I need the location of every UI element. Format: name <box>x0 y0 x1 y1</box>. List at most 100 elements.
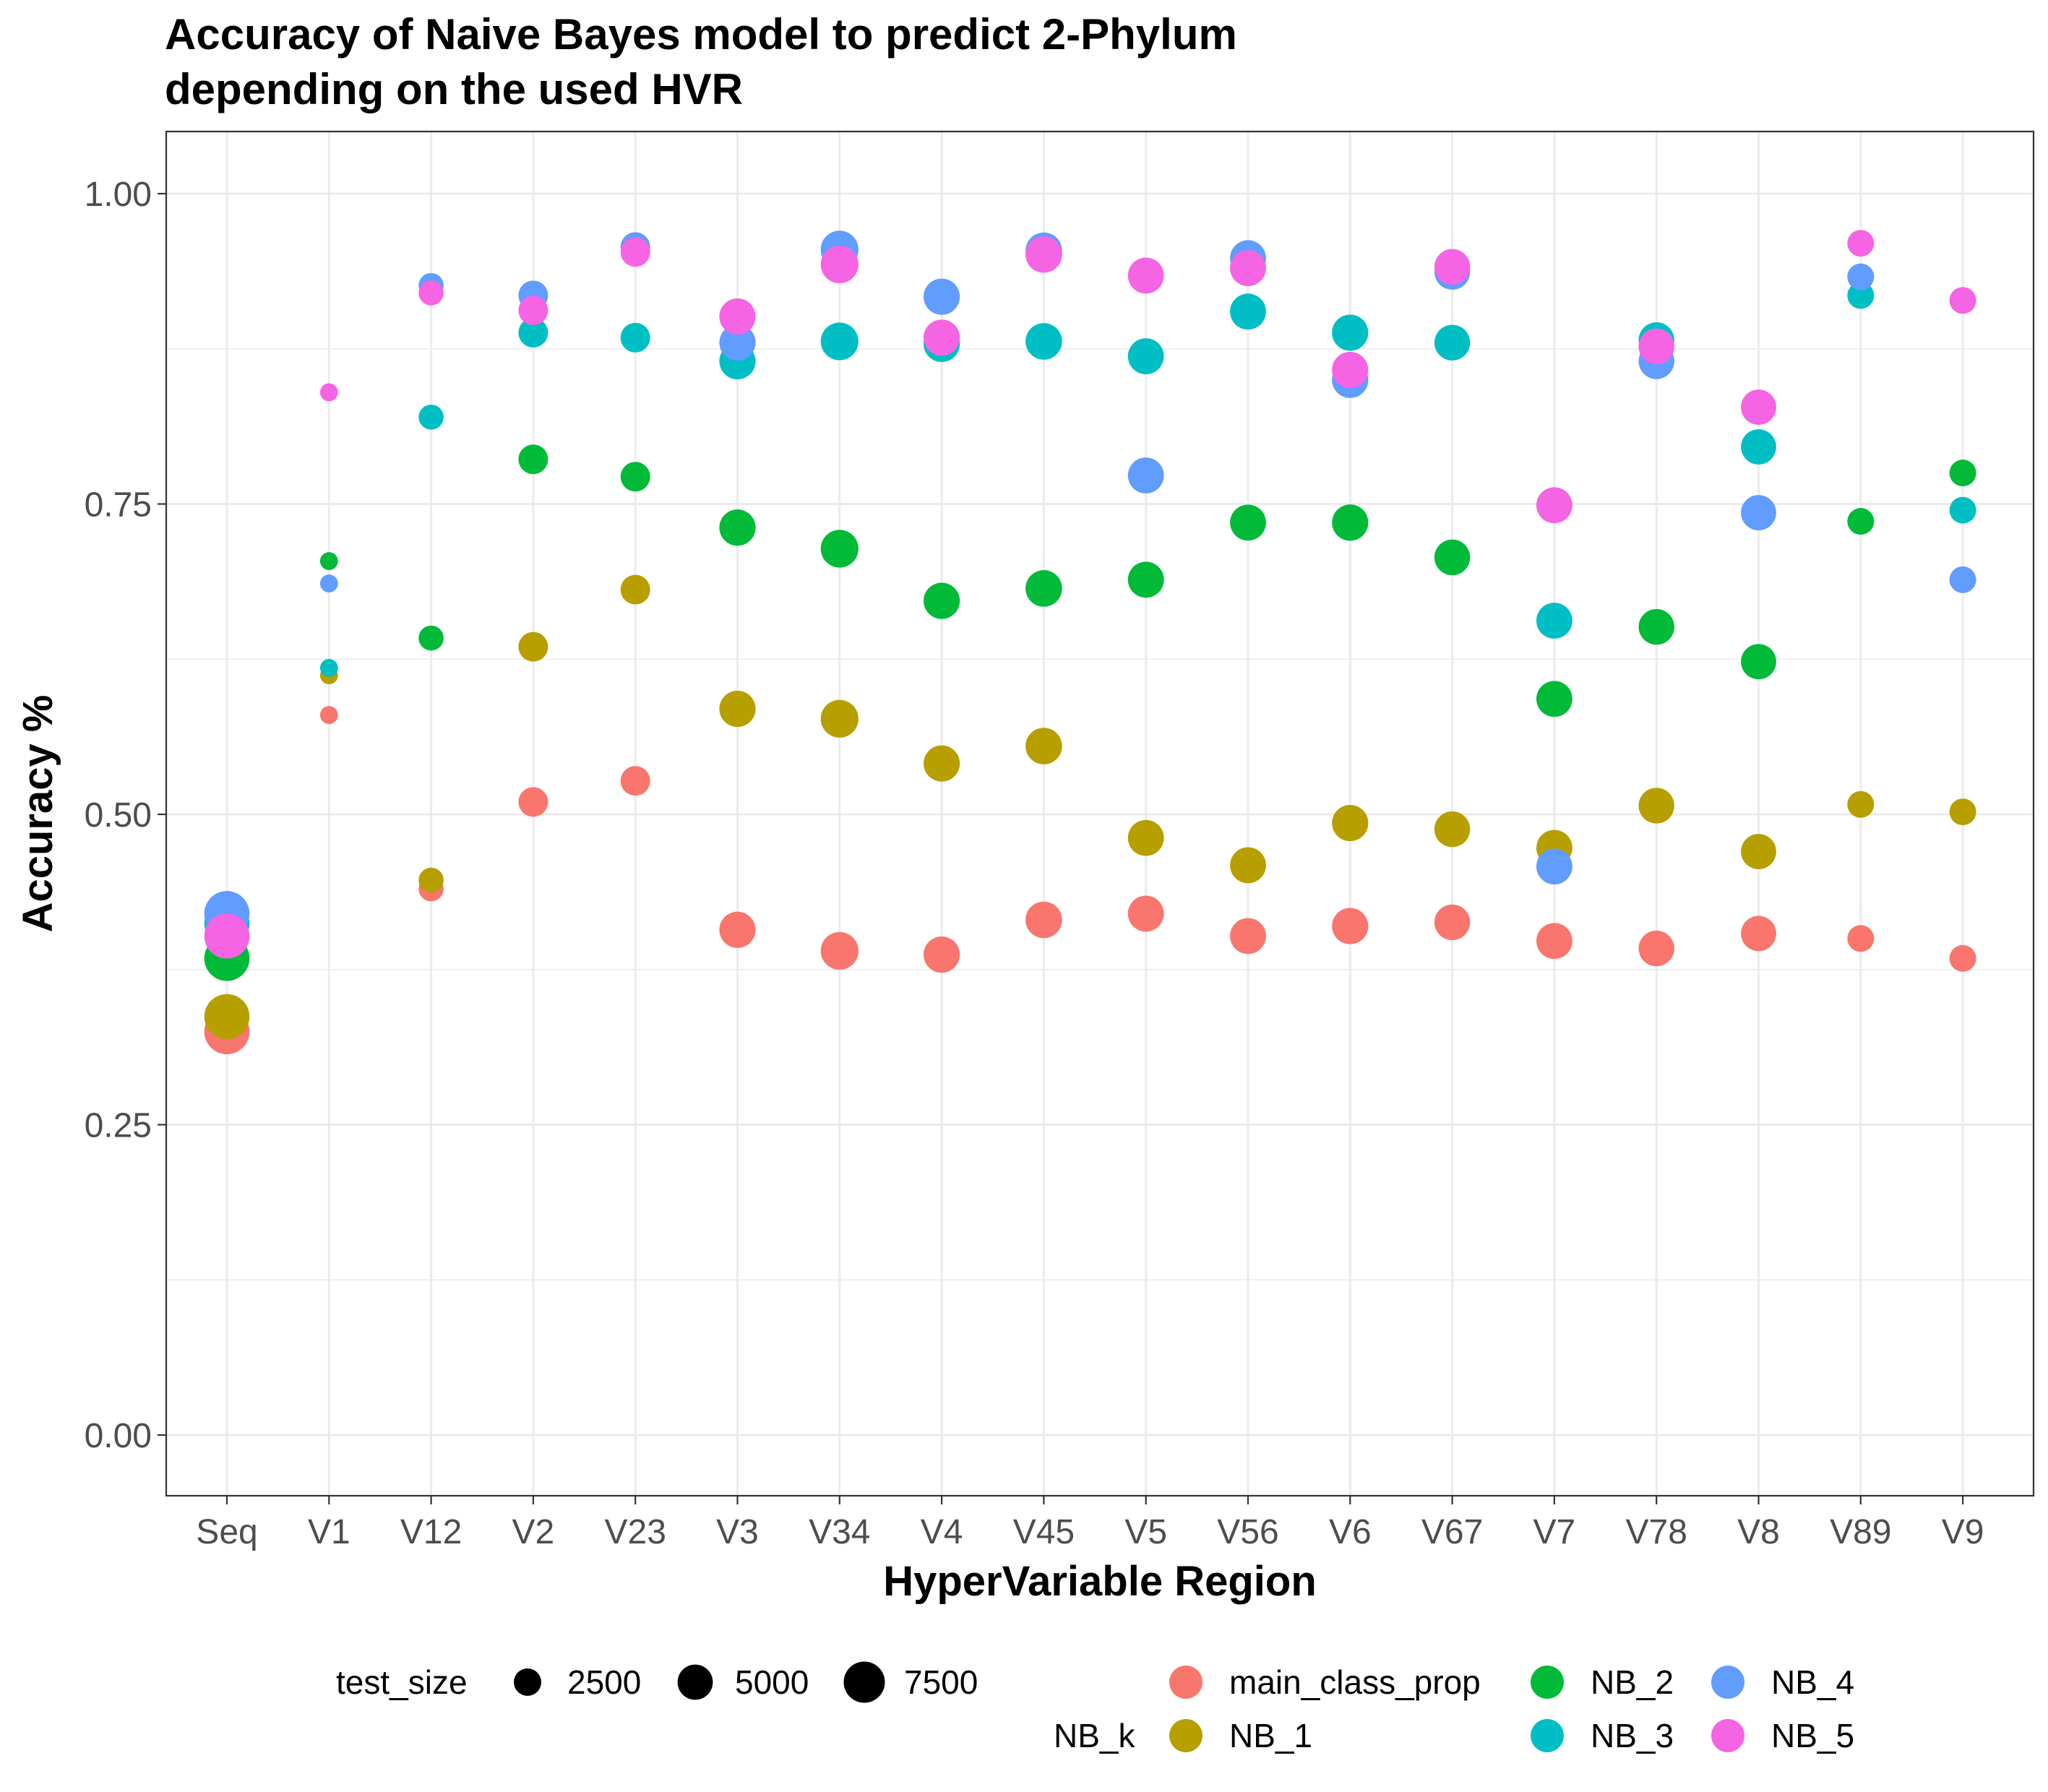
data-point-nb-1 <box>1332 804 1369 842</box>
color-legend-key <box>1169 1666 1202 1699</box>
data-point-nb-5 <box>620 237 650 267</box>
data-point-nb-2 <box>719 509 756 546</box>
data-point-nb-2 <box>1741 644 1776 680</box>
data-point-nb-5 <box>1332 351 1369 389</box>
data-point-nb-5 <box>1741 389 1776 425</box>
data-point-nb-1 <box>1127 819 1164 856</box>
data-point-nb-2 <box>820 530 859 568</box>
color-legend-key <box>1169 1719 1202 1752</box>
data-point-main-class-prop <box>1741 916 1776 952</box>
color-legend-key <box>1531 1666 1564 1699</box>
data-point-nb-5 <box>1638 328 1674 365</box>
data-point-nb-1 <box>1025 728 1062 764</box>
data-point-nb-2 <box>1332 504 1369 541</box>
x-tick-label: V1 <box>308 1513 350 1551</box>
legend: test_size NB_k 2500 5000 7500 main_class_pr… <box>336 1661 1854 1754</box>
data-point-nb-1 <box>620 574 650 605</box>
data-point-nb-5 <box>719 298 756 335</box>
x-tick-label: V5 <box>1124 1513 1167 1551</box>
data-point-nb-4 <box>1847 263 1875 290</box>
data-point-nb-3 <box>1230 293 1266 330</box>
size-legend-title: test_size <box>336 1663 468 1701</box>
data-point-main-class-prop <box>1332 908 1369 944</box>
data-point-nb-1 <box>1741 834 1776 869</box>
data-point-nb-1 <box>1434 811 1471 848</box>
color-legend-label: main_class_prop <box>1229 1663 1481 1701</box>
data-point-nb-4 <box>1536 848 1572 885</box>
data-point-nb-4 <box>924 278 960 315</box>
x-tick-label: V23 <box>604 1513 666 1551</box>
data-point-main-class-prop <box>924 936 960 973</box>
color-legend-title: NB_k <box>1054 1717 1135 1754</box>
color-legend-key <box>1711 1719 1744 1752</box>
y-tick-label: 0.50 <box>85 796 152 835</box>
data-point-nb-5 <box>820 245 859 284</box>
y-tick-label: 1.00 <box>85 176 152 214</box>
data-point-nb-3 <box>1949 496 1976 524</box>
data-point-nb-2 <box>620 462 650 492</box>
x-tick-label: V4 <box>921 1513 963 1551</box>
data-point-nb-5 <box>1536 487 1572 524</box>
data-point-nb-2 <box>1949 460 1976 487</box>
data-point-nb-2 <box>1230 504 1266 541</box>
chart-title: Accuracy of Naive Bayes model to predict… <box>165 10 1237 59</box>
data-point-nb-4 <box>719 324 756 361</box>
data-point-nb-3 <box>620 322 650 353</box>
data-point-nb-2 <box>1638 608 1674 645</box>
x-tick-label: V34 <box>809 1513 870 1551</box>
data-point-nb-5 <box>1434 249 1471 285</box>
size-legend-key <box>843 1661 885 1703</box>
data-point-main-class-prop <box>319 706 338 724</box>
data-point-main-class-prop <box>620 766 650 796</box>
data-point-main-class-prop <box>1536 923 1572 960</box>
y-tick-label: 0.00 <box>85 1417 152 1455</box>
data-point-nb-2 <box>319 552 338 570</box>
y-tick-label: 0.25 <box>85 1107 152 1145</box>
data-point-nb-5 <box>204 913 250 959</box>
data-point-nb-4 <box>319 574 338 593</box>
x-tick-label: V78 <box>1625 1513 1687 1551</box>
data-point-nb-3 <box>518 317 548 348</box>
data-point-nb-2 <box>1536 681 1572 718</box>
data-point-nb-5 <box>1847 230 1875 257</box>
data-point-nb-2 <box>1847 508 1875 535</box>
data-point-nb-3 <box>319 658 338 677</box>
chart-subtitle: depending on the used HVR <box>165 65 743 113</box>
data-point-nb-3 <box>1536 603 1572 639</box>
data-point-nb-1 <box>1847 791 1875 818</box>
x-tick-label: V6 <box>1329 1513 1372 1551</box>
data-point-nb-4 <box>1127 457 1164 494</box>
data-point-nb-1 <box>1949 798 1976 826</box>
data-point-main-class-prop <box>719 911 756 948</box>
data-point-main-class-prop <box>1230 918 1266 955</box>
y-axis: 0.00 0.25 0.50 0.75 1.00 <box>85 176 166 1455</box>
data-point-main-class-prop <box>1127 895 1164 932</box>
data-point-main-class-prop <box>1847 925 1875 952</box>
data-point-nb-1 <box>924 745 960 782</box>
data-point-main-class-prop <box>518 787 548 817</box>
data-point-main-class-prop <box>1434 904 1471 941</box>
data-point-nb-1 <box>518 632 548 662</box>
data-point-nb-2 <box>418 625 444 651</box>
data-point-nb-5 <box>1230 250 1266 286</box>
data-point-nb-1 <box>418 867 444 893</box>
x-tick-label: V9 <box>1942 1513 1984 1551</box>
data-point-nb-3 <box>1434 324 1471 361</box>
data-point-nb-5 <box>924 319 960 356</box>
data-point-nb-2 <box>1127 561 1164 598</box>
data-point-main-class-prop <box>1638 930 1674 967</box>
x-axis-title: HyperVariable Region <box>883 1558 1317 1605</box>
data-point-nb-4 <box>1741 495 1776 530</box>
data-point-nb-5 <box>518 295 548 325</box>
x-tick-label: V2 <box>512 1513 555 1551</box>
color-legend-key <box>1711 1666 1744 1699</box>
color-legend-label: NB_5 <box>1771 1717 1854 1754</box>
x-tick-label: V8 <box>1737 1513 1780 1551</box>
data-point-nb-5 <box>1127 257 1164 294</box>
size-legend-key <box>677 1664 713 1700</box>
x-tick-label: V56 <box>1217 1513 1278 1551</box>
data-point-nb-5 <box>319 383 338 402</box>
data-point-nb-5 <box>1025 236 1062 273</box>
